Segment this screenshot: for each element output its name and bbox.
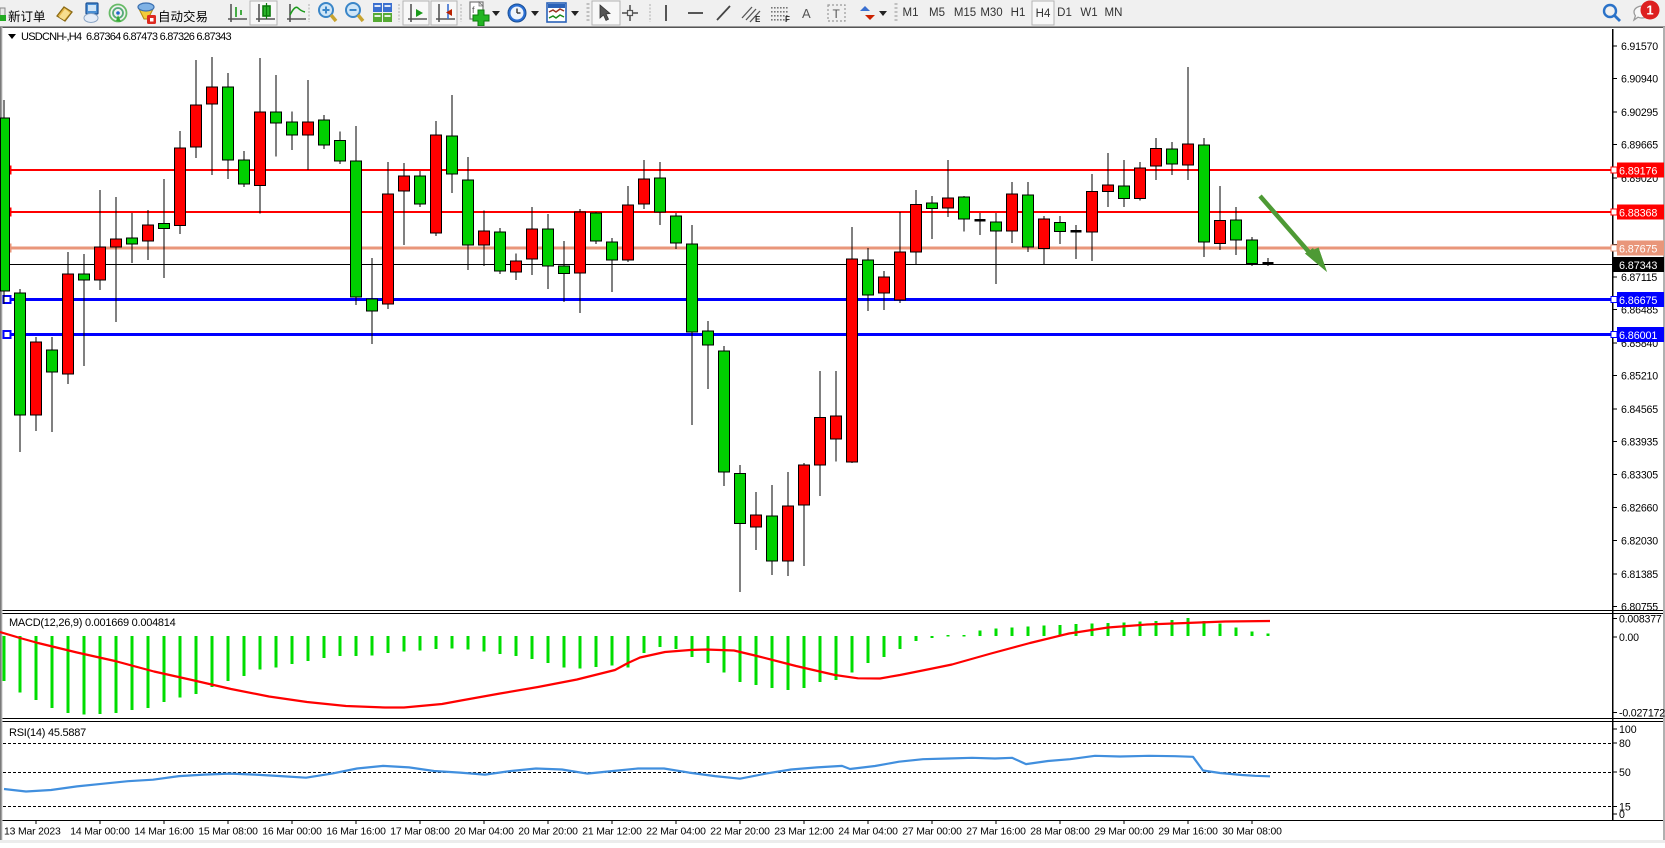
svg-text:23 Mar 12:00: 23 Mar 12:00: [774, 827, 834, 838]
svg-text:30 Mar 08:00: 30 Mar 08:00: [1222, 827, 1282, 838]
svg-text:29 Mar 00:00: 29 Mar 00:00: [1094, 827, 1154, 838]
svg-text:6.89176: 6.89176: [1619, 166, 1657, 178]
svg-text:6.86485: 6.86485: [1621, 304, 1658, 316]
svg-text:MACD(12,26,9) 0.001669 0.00481: MACD(12,26,9) 0.001669 0.004814: [9, 617, 176, 629]
svg-text:14 Mar 00:00: 14 Mar 00:00: [70, 827, 130, 838]
svg-text:6.88368: 6.88368: [1619, 208, 1657, 220]
svg-text:T: T: [833, 7, 841, 21]
svg-text:29 Mar 16:00: 29 Mar 16:00: [1158, 827, 1218, 838]
svg-text:16 Mar 00:00: 16 Mar 00:00: [262, 827, 322, 838]
svg-text:22 Mar 20:00: 22 Mar 20:00: [710, 827, 770, 838]
svg-text:6.81385: 6.81385: [1621, 569, 1658, 581]
svg-text:6.84565: 6.84565: [1621, 404, 1658, 416]
svg-text:50: 50: [1619, 767, 1631, 779]
svg-text:15 Mar 08:00: 15 Mar 08:00: [198, 827, 258, 838]
svg-text:f: f: [472, 5, 475, 15]
svg-text:100: 100: [1619, 724, 1637, 736]
svg-text:6.82660: 6.82660: [1621, 503, 1658, 515]
svg-text:6.86675: 6.86675: [1619, 295, 1657, 307]
svg-text:6.83935: 6.83935: [1621, 437, 1658, 449]
svg-text:1: 1: [1646, 3, 1653, 18]
svg-text:13 Mar 2023: 13 Mar 2023: [4, 827, 61, 838]
svg-text:80: 80: [1619, 738, 1631, 750]
svg-text:6.87343: 6.87343: [1619, 260, 1657, 272]
svg-text:28 Mar 08:00: 28 Mar 08:00: [1030, 827, 1090, 838]
svg-text:-0.027172: -0.027172: [1619, 707, 1665, 719]
svg-text:21 Mar 12:00: 21 Mar 12:00: [582, 827, 642, 838]
svg-text:24 Mar 04:00: 24 Mar 04:00: [838, 827, 898, 838]
svg-text:H4: H4: [1036, 8, 1051, 20]
svg-text:14 Mar 16:00: 14 Mar 16:00: [134, 827, 194, 838]
svg-text:F: F: [785, 15, 790, 24]
svg-text:0.008377: 0.008377: [1619, 613, 1662, 625]
svg-text:0: 0: [1619, 809, 1625, 821]
svg-text:20 Mar 20:00: 20 Mar 20:00: [518, 827, 578, 838]
svg-text:A: A: [802, 6, 811, 21]
svg-text:27 Mar 00:00: 27 Mar 00:00: [902, 827, 962, 838]
svg-text:6.90295: 6.90295: [1621, 107, 1658, 119]
svg-text:6.90940: 6.90940: [1621, 74, 1658, 86]
svg-text:6.83305: 6.83305: [1621, 469, 1658, 481]
svg-text:6.87115: 6.87115: [1621, 272, 1657, 284]
svg-text:USDCNH-,H4 6.87364 6.87473 6.: USDCNH-,H4 6.87364 6.87473 6.87326 6.873…: [21, 31, 232, 43]
svg-text:16 Mar 16:00: 16 Mar 16:00: [326, 827, 386, 838]
svg-text:6.86001: 6.86001: [1619, 330, 1657, 342]
svg-text:27 Mar 16:00: 27 Mar 16:00: [966, 827, 1026, 838]
svg-text:6.87675: 6.87675: [1619, 244, 1657, 256]
svg-text:17 Mar 08:00: 17 Mar 08:00: [390, 827, 450, 838]
svg-text:0.00: 0.00: [1619, 632, 1639, 644]
svg-text:22 Mar 04:00: 22 Mar 04:00: [646, 827, 706, 838]
svg-text:E: E: [755, 15, 761, 24]
svg-text:15: 15: [1619, 802, 1631, 814]
svg-text:6.80755: 6.80755: [1621, 602, 1658, 614]
svg-text:20 Mar 04:00: 20 Mar 04:00: [454, 827, 514, 838]
svg-text:6.85210: 6.85210: [1621, 371, 1658, 383]
svg-text:RSI(14) 45.5887: RSI(14) 45.5887: [9, 727, 86, 739]
svg-text:6.82030: 6.82030: [1621, 535, 1658, 547]
svg-text:6.91570: 6.91570: [1621, 41, 1658, 53]
svg-text:6.89665: 6.89665: [1621, 140, 1658, 152]
